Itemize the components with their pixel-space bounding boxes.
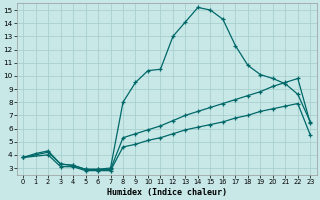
X-axis label: Humidex (Indice chaleur): Humidex (Indice chaleur) (107, 188, 227, 197)
